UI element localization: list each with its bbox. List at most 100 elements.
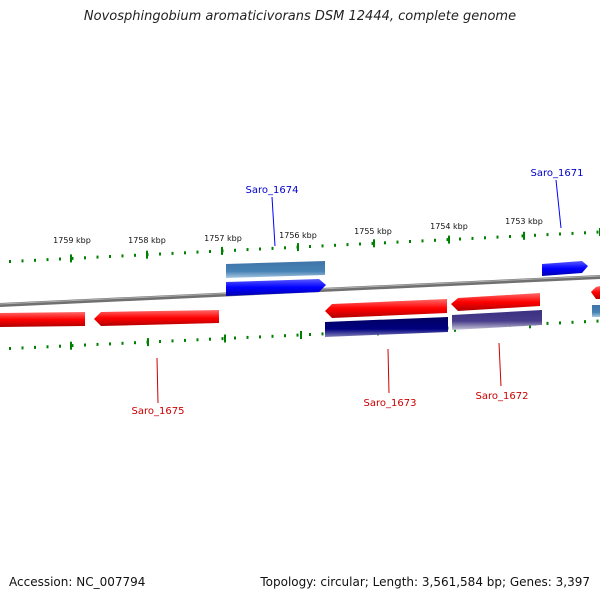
tick-label: 1758 kbp	[128, 236, 166, 245]
upper-tick-track	[9, 228, 600, 263]
topology-summary: Topology: circular; Length: 3,561,584 bp…	[260, 575, 590, 589]
minor-tick-upper-5	[71, 256, 74, 260]
minor-tick-upper-47	[596, 230, 599, 234]
minor-tick-upper-34	[434, 238, 436, 242]
genome-title: Novosphingobium aromaticivorans DSM 1244…	[83, 9, 517, 24]
tick-label: 1757 kbp	[204, 234, 242, 243]
gene-feature-forward-1674-light[interactable]	[226, 261, 325, 278]
major-tick-lower-2	[224, 334, 226, 343]
tick-labels: 1759 kbp 1758 kbp 1757 kbp 1756 kbp 1755 kbp…	[53, 217, 543, 245]
minor-tick-lower-13	[171, 339, 174, 343]
tick-label: 1756 kbp	[279, 231, 317, 240]
minor-tick-upper-24	[309, 245, 311, 248]
minor-tick-lower-0	[9, 347, 11, 350]
minor-tick-lower-19	[246, 335, 249, 339]
minor-tick-lower-22	[284, 334, 286, 338]
minor-tick-lower-24	[309, 333, 311, 336]
gene-feature-forward-1674[interactable]	[226, 279, 326, 296]
minor-tick-upper-19	[246, 248, 249, 252]
minor-tick-lower-12	[159, 340, 161, 343]
gene-label-saro-1672[interactable]: Saro_1672	[476, 391, 529, 402]
minor-tick-upper-46	[584, 231, 586, 235]
gene-feature-reverse-left[interactable]	[0, 312, 85, 327]
gene-feature-reverse-1673[interactable]	[325, 317, 448, 337]
major-tick-upper-1	[146, 250, 148, 259]
minor-tick-upper-14	[184, 251, 186, 255]
gene-feature-reverse-1673-upper[interactable]	[325, 299, 447, 318]
minor-tick-lower-8	[109, 342, 111, 346]
minor-tick-upper-30	[384, 241, 386, 245]
minor-tick-upper-2	[34, 258, 36, 262]
major-tick-upper-5	[448, 235, 450, 244]
minor-tick-upper-36	[459, 237, 461, 241]
gene-feature-reverse-1672[interactable]	[452, 310, 542, 330]
minor-tick-lower-21	[271, 334, 274, 338]
accession-text: Accession: NC_007794	[9, 575, 146, 589]
minor-tick-upper-20	[259, 247, 261, 251]
major-tick-lower-0	[70, 341, 72, 350]
major-tick-upper-6	[523, 231, 525, 240]
gene-label-saro-1674[interactable]: Saro_1674	[246, 185, 299, 196]
minor-tick-upper-31	[396, 240, 399, 244]
minor-tick-lower-4	[59, 344, 61, 348]
leader-line-saro-1673	[387, 348, 390, 394]
minor-tick-lower-9	[121, 341, 124, 345]
minor-tick-lower-45	[571, 320, 574, 324]
minor-tick-lower-44	[559, 321, 561, 325]
minor-tick-lower-46	[584, 320, 586, 324]
gene-feature-reverse-1672-upper[interactable]	[451, 293, 540, 311]
minor-tick-upper-38	[484, 236, 486, 240]
gene-label-saro-1671[interactable]: Saro_1671	[531, 168, 584, 179]
minor-tick-upper-28	[359, 242, 361, 246]
minor-tick-lower-15	[196, 338, 199, 342]
tick-label: 1753 kbp	[505, 217, 543, 226]
minor-tick-upper-18	[234, 248, 236, 252]
minor-tick-upper-44	[559, 232, 561, 236]
minor-tick-upper-41	[521, 234, 524, 238]
minor-tick-upper-22	[284, 246, 286, 250]
minor-tick-lower-20	[259, 335, 261, 339]
leader-line-saro-1674	[271, 196, 276, 247]
gene-feature-forward-1671[interactable]	[542, 261, 588, 276]
minor-tick-upper-42	[534, 233, 536, 237]
gene-label-saro-1673[interactable]: Saro_1673	[364, 398, 417, 409]
gene-feature-forward-edge[interactable]	[592, 305, 600, 317]
minor-tick-upper-9	[121, 254, 124, 258]
minor-tick-lower-2	[34, 345, 36, 349]
major-tick-upper-0	[70, 254, 72, 263]
minor-tick-upper-7	[96, 255, 99, 259]
gene-feature-reverse-1675[interactable]	[94, 310, 219, 326]
minor-tick-lower-1	[21, 346, 24, 350]
leader-line-saro-1671	[555, 179, 562, 229]
minor-tick-lower-25	[321, 332, 324, 336]
minor-tick-upper-10	[134, 253, 136, 257]
minor-tick-lower-43	[546, 321, 549, 325]
minor-tick-upper-12	[159, 252, 161, 256]
minor-tick-upper-40	[509, 235, 511, 238]
minor-tick-upper-4	[59, 257, 61, 261]
tick-label: 1754 kbp	[430, 222, 468, 231]
major-tick-upper-3	[297, 243, 299, 252]
minor-tick-upper-39	[496, 235, 499, 239]
major-tick-lower-3	[300, 331, 302, 339]
minor-tick-lower-7	[96, 342, 99, 346]
minor-tick-lower-47	[596, 319, 599, 323]
minor-tick-upper-16	[209, 250, 211, 253]
minor-tick-upper-0	[9, 260, 11, 263]
minor-tick-upper-43	[546, 233, 549, 237]
minor-tick-lower-5	[71, 344, 74, 348]
minor-tick-upper-29	[371, 241, 374, 245]
minor-tick-upper-35	[446, 238, 449, 242]
gene-feature-reverse-edge-top[interactable]	[591, 286, 600, 299]
tick-label: 1755 kbp	[354, 227, 392, 236]
minor-tick-lower-16	[209, 337, 211, 341]
major-tick-upper-4	[373, 239, 375, 248]
minor-tick-upper-32	[409, 240, 411, 243]
tick-label: 1759 kbp	[53, 236, 91, 245]
minor-tick-lower-6	[84, 343, 86, 347]
minor-tick-upper-13	[171, 251, 174, 255]
gene-label-saro-1675[interactable]: Saro_1675	[132, 406, 185, 417]
minor-tick-lower-3	[46, 345, 49, 349]
minor-tick-lower-23	[296, 333, 299, 337]
